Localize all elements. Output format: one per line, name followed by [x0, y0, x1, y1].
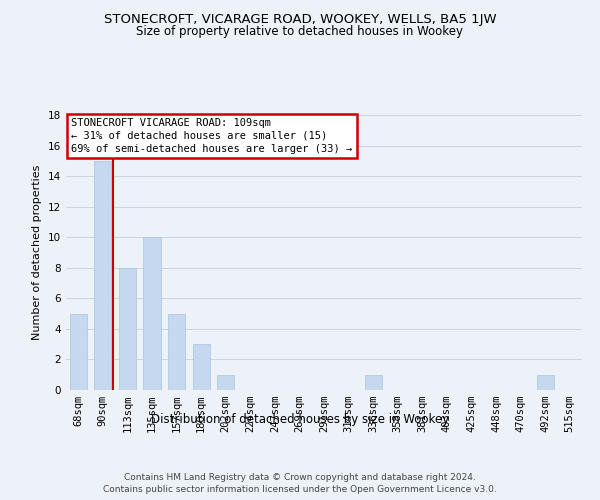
Bar	[94, 161, 112, 390]
Bar	[217, 374, 235, 390]
Bar	[70, 314, 87, 390]
Bar	[536, 374, 554, 390]
Y-axis label: Number of detached properties: Number of detached properties	[32, 165, 43, 340]
Text: Size of property relative to detached houses in Wookey: Size of property relative to detached ho…	[137, 25, 464, 38]
Text: Contains HM Land Registry data © Crown copyright and database right 2024.: Contains HM Land Registry data © Crown c…	[124, 472, 476, 482]
Text: Contains public sector information licensed under the Open Government Licence v3: Contains public sector information licen…	[103, 485, 497, 494]
Bar	[193, 344, 210, 390]
Bar	[168, 314, 185, 390]
Bar	[143, 237, 161, 390]
Text: Distribution of detached houses by size in Wookey: Distribution of detached houses by size …	[151, 412, 449, 426]
Text: STONECROFT VICARAGE ROAD: 109sqm
← 31% of detached houses are smaller (15)
69% o: STONECROFT VICARAGE ROAD: 109sqm ← 31% o…	[71, 118, 352, 154]
Text: STONECROFT, VICARAGE ROAD, WOOKEY, WELLS, BA5 1JW: STONECROFT, VICARAGE ROAD, WOOKEY, WELLS…	[104, 12, 496, 26]
Bar	[365, 374, 382, 390]
Bar	[119, 268, 136, 390]
